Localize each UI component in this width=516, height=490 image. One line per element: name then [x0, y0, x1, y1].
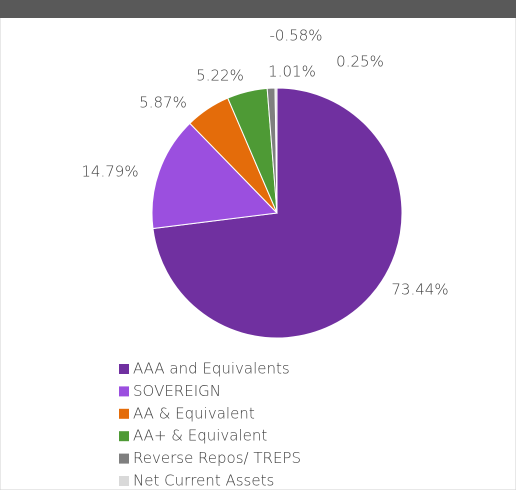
legend-label: Reverse Repos/ TREPS [133, 449, 301, 467]
data-label: -0.58% [269, 27, 322, 45]
data-label: 0.25% [336, 53, 384, 71]
legend-label: AAA and Equivalents [133, 360, 290, 378]
legend-swatch [119, 364, 129, 374]
pie-slice [274, 87, 278, 214]
data-label: 73.44% [391, 281, 448, 299]
legend-swatch [119, 453, 129, 464]
data-label: 14.79% [81, 163, 138, 181]
legend-swatch [119, 431, 129, 442]
header-bar [0, 0, 516, 18]
pie-slice [151, 122, 279, 230]
legend-label: SOVEREIGN [133, 382, 221, 400]
legend-label: Net Current Assets [133, 472, 274, 490]
legend-label: AA+ & Equivalent [133, 427, 267, 445]
data-label: 1.01% [268, 63, 316, 81]
legend-swatch [119, 408, 129, 419]
legend-label: AA & Equivalent [133, 404, 255, 422]
data-label: 5.22% [196, 67, 244, 85]
legend-swatch [119, 386, 129, 397]
legend-swatch [119, 476, 129, 486]
data-label: 5.87% [139, 94, 187, 112]
